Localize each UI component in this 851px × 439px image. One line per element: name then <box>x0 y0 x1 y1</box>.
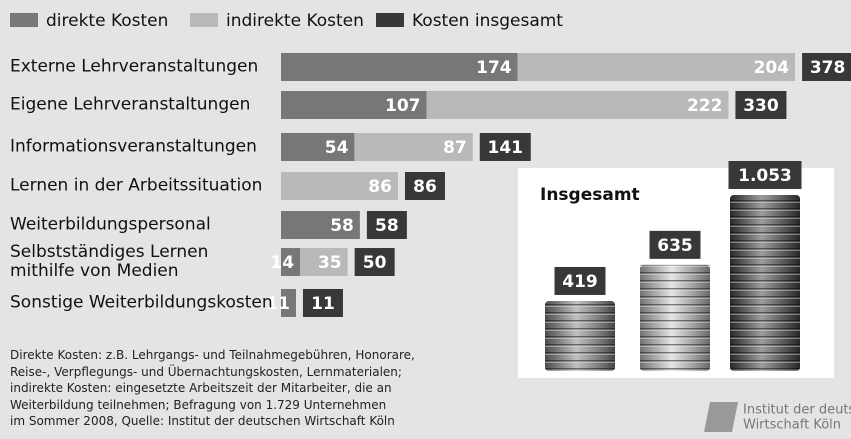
legend-swatch <box>10 13 38 27</box>
category-label: Sonstige Weiterbildungskosten <box>10 294 273 313</box>
inset-title: Insgesamt <box>540 185 640 205</box>
bar-value-label: 222 <box>687 96 723 116</box>
chart-page: Insgesamt Institut der deutsc Wirtschaft… <box>0 0 851 439</box>
stack-label: 1.053 <box>738 166 792 186</box>
total-label: 86 <box>413 177 437 197</box>
category-label: Selbstständiges Lernen mithilfe von Medi… <box>10 243 208 281</box>
total-label: 141 <box>488 138 524 158</box>
category-label: Lernen in der Arbeitssituation <box>10 177 262 196</box>
coin-stripes <box>545 301 615 371</box>
bar-value-label: 58 <box>330 216 354 236</box>
category-label: Eigene Lehrveranstaltungen <box>10 96 250 115</box>
bar-value-label: 204 <box>754 58 790 78</box>
coin-stripes <box>640 265 710 371</box>
logo-icon <box>704 402 738 432</box>
coin-stripes <box>730 195 800 371</box>
bar-value-label: 54 <box>325 138 349 158</box>
logo-text: Institut der deutsc <box>743 403 851 418</box>
bar-segment <box>427 91 729 119</box>
total-label: 11 <box>311 294 335 314</box>
stack-label: 419 <box>562 272 598 292</box>
category-label: Weiterbildungspersonal <box>10 216 211 235</box>
legend-label: direkte Kosten <box>46 11 168 31</box>
legend-label: Kosten insgesamt <box>412 11 563 31</box>
bar-value-label: 107 <box>385 96 421 116</box>
total-label: 378 <box>810 58 846 78</box>
legend-label: indirekte Kosten <box>226 11 364 31</box>
legend-swatch <box>190 13 218 27</box>
bar-value-label: 174 <box>476 58 512 78</box>
logo-text: Wirtschaft Köln <box>743 418 841 433</box>
bar-value-label: 87 <box>443 138 467 158</box>
stack-label: 635 <box>657 236 693 256</box>
footnote: Direkte Kosten: z.B. Lehrgangs- und Teil… <box>10 347 415 430</box>
bar-value-label: 14 <box>270 253 294 273</box>
total-label: 330 <box>743 96 779 116</box>
category-label: Externe Lehrveranstaltungen <box>10 58 258 77</box>
total-label: 58 <box>375 216 399 236</box>
bar-value-label: 86 <box>368 177 392 197</box>
category-label: Informationsveranstaltungen <box>10 138 257 157</box>
total-label: 50 <box>363 253 387 273</box>
bar-value-label: 35 <box>318 253 342 273</box>
legend-swatch <box>376 13 404 27</box>
